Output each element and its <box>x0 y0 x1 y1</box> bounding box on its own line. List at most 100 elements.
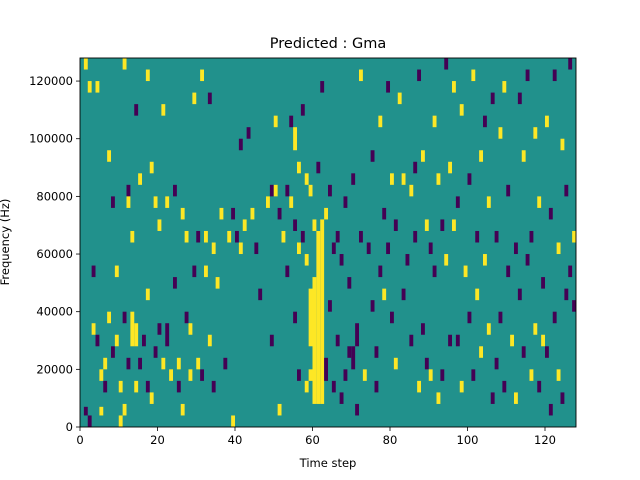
heatmap-cell-high <box>362 369 367 381</box>
heatmap-cell-low <box>254 242 259 255</box>
heatmap-cell-high <box>114 265 119 278</box>
heatmap-cell-high <box>134 380 139 393</box>
x-axis-label: Time step <box>299 456 357 470</box>
heatmap-cell-low <box>564 184 569 197</box>
heatmap-cell-low <box>444 58 449 70</box>
y-tick-label: 40000 <box>36 305 73 319</box>
heatmap-cell-low <box>328 300 332 312</box>
heatmap-cell-low <box>548 403 553 416</box>
heatmap-cell-high <box>149 392 154 404</box>
heatmap-cell-low <box>521 346 526 358</box>
heatmap-cell-low <box>293 311 298 324</box>
heatmap-cell-low <box>374 380 379 393</box>
heatmap-cell-low <box>231 207 236 220</box>
heatmap-cell-high <box>99 369 104 381</box>
heatmap-cell-high <box>320 219 325 404</box>
heatmap-cell-low <box>564 288 569 301</box>
heatmap-cell-low <box>552 69 557 82</box>
heatmap-cell-high <box>196 357 201 370</box>
heatmap-cell-high <box>122 58 127 70</box>
heatmap-cell-low <box>277 207 282 220</box>
heatmap-cell-low <box>490 392 495 404</box>
heatmap-cell-low <box>370 150 375 162</box>
heatmap-cell-low <box>409 334 414 347</box>
heatmap-cell-low <box>386 81 391 93</box>
heatmap-cell-high <box>297 161 301 174</box>
heatmap-cell-high <box>397 92 402 105</box>
heatmap-cell-high <box>188 323 193 335</box>
heatmap-cell-low <box>366 242 371 255</box>
heatmap-cell-low <box>145 380 150 393</box>
heatmap-cell-high <box>165 196 170 208</box>
heatmap-cell-low <box>506 184 511 197</box>
heatmap-cell-high <box>498 127 503 139</box>
x-tick-label: 100 <box>457 433 479 447</box>
heatmap-cell-high <box>188 369 193 381</box>
heatmap-cell-high <box>463 265 468 278</box>
x-tick-label: 120 <box>534 433 556 447</box>
heatmap-cell-low <box>359 230 363 243</box>
heatmap-cell-high <box>533 127 538 139</box>
heatmap-cell-low <box>126 184 131 197</box>
y-tick-label: 120000 <box>29 74 73 88</box>
heatmap-cell-low <box>200 369 205 381</box>
heatmap-cell-low <box>153 346 158 358</box>
heatmap-cell-low <box>196 230 201 243</box>
heatmap-cell-low <box>316 161 321 174</box>
heatmap-cell-high <box>308 369 313 381</box>
heatmap-cell-high <box>444 254 449 266</box>
heatmap-cell-high <box>533 323 538 335</box>
heatmap-cell-low <box>91 265 96 278</box>
heatmap-cell-low <box>378 265 383 278</box>
x-tick-label: 20 <box>150 433 165 447</box>
heatmap-cell-low <box>517 92 522 105</box>
heatmap-cell-low <box>421 323 425 335</box>
heatmap-cell-high <box>95 81 100 93</box>
heatmap-cell-low <box>355 403 360 416</box>
heatmap-cell-high <box>157 219 162 231</box>
heatmap-cell-low <box>568 265 573 278</box>
heatmap-cell-low <box>207 92 212 105</box>
heatmap-cell-low <box>343 196 348 208</box>
heatmap-cell-low <box>269 334 274 347</box>
heatmap-cell-low <box>173 184 177 197</box>
heatmap-cell-high <box>293 127 298 151</box>
heatmap-cell-low <box>258 288 263 301</box>
heatmap-cell-high <box>475 288 480 301</box>
y-axis: 0 20000 40000 60000 80000 100000 120000 <box>29 74 80 434</box>
heatmap-cell-high <box>409 184 414 197</box>
heatmap-cell-high <box>324 207 329 220</box>
heatmap-cell-high <box>130 230 135 243</box>
heatmap-cell-low <box>428 242 433 255</box>
heatmap-cell-low <box>331 380 336 393</box>
heatmap-cell-low <box>471 369 476 381</box>
heatmap-cell-low <box>134 104 139 116</box>
heatmap-cell-low <box>514 242 518 255</box>
heatmap-cell-high <box>161 104 166 116</box>
heatmap-cell-high <box>169 369 174 381</box>
heatmap-cell-high <box>273 115 278 128</box>
heatmap-cell-low <box>386 242 391 255</box>
heatmap-cell-high <box>541 334 546 347</box>
heatmap-cell-low <box>285 184 290 197</box>
heatmap-cell-low <box>103 380 108 393</box>
heatmap-cell-high <box>428 369 433 381</box>
heatmap-cell-low <box>506 265 511 278</box>
heatmap-cell-low <box>529 230 534 243</box>
heatmap-cell-low <box>184 311 189 324</box>
heatmap-cell-high <box>180 403 185 416</box>
heatmap-cell-high <box>149 161 154 174</box>
heatmap-cell-low <box>339 392 344 404</box>
heatmap-cell-low <box>448 334 453 347</box>
heatmap-cell-high <box>393 357 398 370</box>
heatmap-cell-low <box>475 230 480 243</box>
heatmap-cell-high <box>103 357 108 370</box>
heatmap-cell-low <box>483 115 487 128</box>
heatmap-cell-low <box>490 92 495 105</box>
heatmap-cell-high <box>452 81 456 93</box>
heatmap-cell-low <box>424 357 429 370</box>
heatmap-cell-high <box>99 406 104 416</box>
heatmap-cell-high <box>297 242 301 255</box>
heatmap-cell-high <box>390 173 394 185</box>
